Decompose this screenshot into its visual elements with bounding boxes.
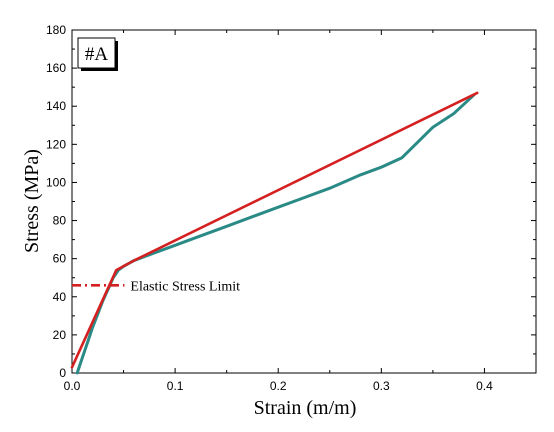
elastic-limit-label: Elastic Stress Limit: [130, 279, 240, 294]
panel-label-box: [77, 37, 116, 69]
y-tick-label: 40: [53, 290, 67, 304]
x-tick-label: 0.4: [476, 379, 493, 393]
y-axis-ticks: 0 20 40 60 80 100 120 140 160 180: [46, 23, 536, 380]
series-layer: [70, 91, 479, 375]
y-tick-label: 120: [46, 137, 66, 151]
y-tick-label: 0: [59, 366, 66, 380]
y-tick-label: 80: [53, 214, 67, 228]
y-tick-label: 180: [46, 23, 66, 37]
experimental-series-line: [75, 93, 476, 375]
x-axis-title: Strain (m/m): [254, 397, 357, 419]
x-tick-label: 0.0: [64, 379, 81, 393]
x-tick-label: 0.3: [373, 379, 390, 393]
x-tick-label: 0.2: [270, 379, 287, 393]
plot-frame: [71, 29, 537, 374]
x-tick-label: 0.1: [167, 379, 184, 393]
panel-label: #A: [77, 37, 118, 71]
y-tick-label: 20: [53, 328, 67, 342]
y-tick-label: 100: [46, 175, 66, 189]
y-tick-label: 160: [46, 61, 66, 75]
y-tick-label: 140: [46, 99, 66, 113]
x-axis-ticks: 0.0 0.1 0.2 0.3 0.4: [64, 30, 493, 393]
y-axis-title: Stress (MPa): [21, 149, 43, 253]
panel-label-text: #A: [85, 44, 109, 65]
y-tick-label: 60: [53, 252, 67, 266]
fit-series-line: [70, 91, 479, 369]
